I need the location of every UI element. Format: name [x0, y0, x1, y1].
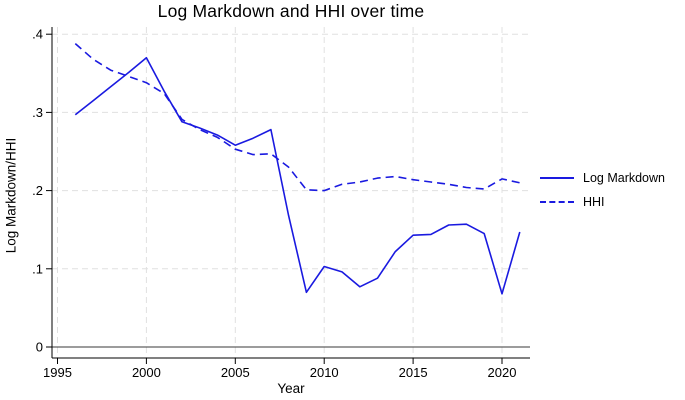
legend-label: Log Markdown [583, 170, 665, 185]
legend-label: HHI [583, 194, 605, 209]
x-tick-label: 2010 [310, 365, 339, 380]
x-tick-label: 1995 [43, 365, 72, 380]
x-axis-title: Year [277, 381, 305, 396]
x-tick-label: 2000 [132, 365, 161, 380]
y-tick-label: 0 [36, 340, 43, 355]
x-tick-label: 2020 [488, 365, 517, 380]
x-tick-label: 2005 [221, 365, 250, 380]
y-tick-label: .4 [32, 27, 43, 42]
legend-entry-hhi: HHI [540, 194, 665, 209]
dashed-line-swatch-icon [540, 200, 574, 203]
y-tick-label: .1 [32, 261, 43, 276]
y-tick-label: .3 [32, 105, 43, 120]
y-axis-title: Log Markdown/HHI [3, 137, 19, 254]
y-tick-label: .2 [32, 183, 43, 198]
legend: Log Markdown HHI [540, 170, 665, 209]
series-line-hhi [74, 42, 520, 192]
chart-title: Log Markdown and HHI over time [157, 1, 425, 21]
series-line-log-markdown [74, 56, 521, 295]
x-tick-label: 2015 [399, 365, 428, 380]
legend-entry-log-markdown: Log Markdown [540, 170, 665, 185]
solid-line-swatch-icon [540, 176, 574, 179]
